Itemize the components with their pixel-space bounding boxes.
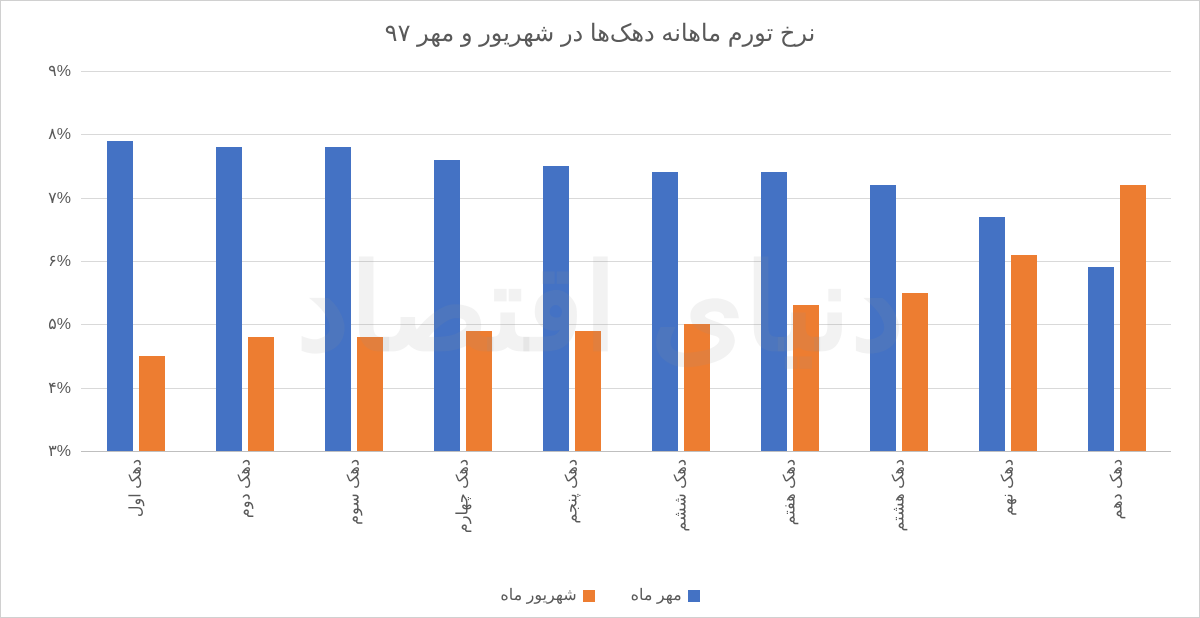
x-axis-label: دهک هفتم — [780, 459, 799, 525]
bar-mehr — [325, 147, 351, 451]
bar-mehr — [216, 147, 242, 451]
y-axis-label: ۹% — [21, 61, 71, 81]
x-label-slot: دهک نهم — [953, 451, 1062, 561]
bar-mehr — [979, 217, 1005, 451]
y-axis-label: ۸% — [21, 124, 71, 144]
x-axis-label: دهک پنجم — [562, 459, 581, 524]
y-axis-label: ۳% — [21, 441, 71, 461]
bar-mehr — [870, 185, 896, 451]
x-label-slot: دهک سوم — [299, 451, 408, 561]
bar-mehr — [543, 166, 569, 451]
bar-shahrivar — [902, 293, 928, 451]
x-label-slot: دهک هفتم — [735, 451, 844, 561]
gridline — [81, 71, 1171, 72]
x-label-slot: دهک اول — [81, 451, 190, 561]
x-label-slot: دهک دهم — [1062, 451, 1171, 561]
bar-shahrivar — [1120, 185, 1146, 451]
legend: مهر ماه شهریور ماه — [1, 585, 1199, 605]
gridline — [81, 134, 1171, 135]
gridline — [81, 198, 1171, 199]
chart-container: نرخ تورم ماهانه دهک‌ها در شهریور و مهر ۹… — [0, 0, 1200, 618]
legend-label: شهریور ماه — [500, 587, 576, 604]
y-axis-label: ۴% — [21, 378, 71, 398]
x-axis-label: دهک دوم — [235, 459, 254, 518]
gridline — [81, 324, 1171, 325]
bar-shahrivar — [1011, 255, 1037, 451]
x-axis-label: دهک هشتم — [889, 459, 908, 532]
bar-shahrivar — [139, 356, 165, 451]
x-label-slot: دهک چهارم — [408, 451, 517, 561]
gridline — [81, 261, 1171, 262]
bar-mehr — [652, 172, 678, 451]
bar-mehr — [1088, 267, 1114, 451]
gridline — [81, 388, 1171, 389]
y-axis-label: ۶% — [21, 251, 71, 271]
bar-shahrivar — [357, 337, 383, 451]
x-label-slot: دهک هشتم — [844, 451, 953, 561]
legend-item: مهر ماه — [631, 585, 700, 605]
x-axis-label: دهک ششم — [671, 459, 690, 532]
bar-shahrivar — [684, 324, 710, 451]
bar-mehr — [434, 160, 460, 451]
chart-title: نرخ تورم ماهانه دهک‌ها در شهریور و مهر ۹… — [1, 1, 1199, 58]
bar-shahrivar — [466, 331, 492, 451]
x-axis-label: دهک سوم — [344, 459, 363, 525]
bar-shahrivar — [575, 331, 601, 451]
bar-mehr — [107, 141, 133, 451]
x-axis-label: دهک چهارم — [453, 459, 472, 533]
y-axis-label: ۷% — [21, 188, 71, 208]
bar-mehr — [761, 172, 787, 451]
legend-swatch — [583, 590, 595, 602]
x-label-slot: دهک دوم — [190, 451, 299, 561]
x-axis-label: دهک نهم — [998, 459, 1017, 516]
plot-area: ۳%۴%۵%۶%۷%۸%۹% — [81, 71, 1171, 452]
legend-item: شهریور ماه — [500, 585, 594, 605]
x-axis-labels: دهک اول دهک دوم دهک سوم دهک چهارم دهک پنجم ده… — [81, 451, 1171, 561]
x-axis-label: دهک دهم — [1107, 459, 1126, 520]
bar-shahrivar — [793, 305, 819, 451]
bar-shahrivar — [248, 337, 274, 451]
x-label-slot: دهک پنجم — [517, 451, 626, 561]
legend-label: مهر ماه — [631, 587, 682, 604]
x-label-slot: دهک ششم — [626, 451, 735, 561]
x-axis-label: دهک اول — [126, 459, 145, 517]
y-axis-label: ۵% — [21, 314, 71, 334]
legend-swatch — [688, 590, 700, 602]
